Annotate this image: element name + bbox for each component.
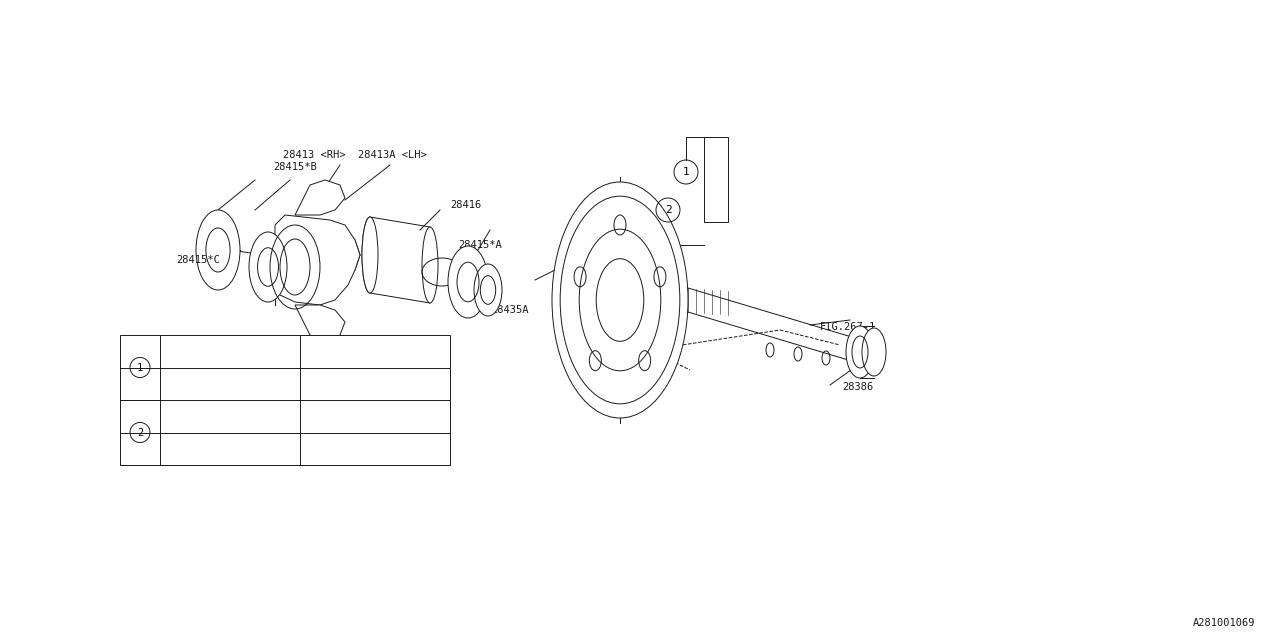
Text: <FOR ABS>: <FOR ABS> <box>305 444 361 454</box>
Text: 28415*A: 28415*A <box>458 240 502 250</box>
Text: 28416: 28416 <box>451 200 481 210</box>
Ellipse shape <box>589 259 636 341</box>
Text: <FOR ABS>: <FOR ABS> <box>305 379 361 388</box>
Ellipse shape <box>362 217 378 293</box>
Bar <box>704 137 728 222</box>
Ellipse shape <box>196 210 241 290</box>
Ellipse shape <box>474 264 502 316</box>
Ellipse shape <box>250 232 287 302</box>
Bar <box>120 335 451 465</box>
Text: 1: 1 <box>137 362 143 372</box>
Polygon shape <box>265 215 360 305</box>
Text: 28413 <RH>  28413A <LH>: 28413 <RH> 28413A <LH> <box>283 150 426 160</box>
Text: FIG.267-1: FIG.267-1 <box>820 322 877 332</box>
Text: <EXC.ABS>: <EXC.ABS> <box>305 412 361 421</box>
Polygon shape <box>294 180 346 215</box>
Ellipse shape <box>422 227 438 303</box>
Text: 28415*B: 28415*B <box>273 162 317 172</box>
Ellipse shape <box>846 326 874 378</box>
Text: 2: 2 <box>137 428 143 438</box>
Ellipse shape <box>448 246 488 318</box>
Text: FIG.267-1: FIG.267-1 <box>165 444 221 454</box>
Ellipse shape <box>552 182 689 418</box>
Text: 28415*C: 28415*C <box>177 255 220 265</box>
Text: 28435A: 28435A <box>492 305 529 315</box>
Polygon shape <box>294 305 346 340</box>
Ellipse shape <box>861 328 886 376</box>
Text: <EXC.ABS>: <EXC.ABS> <box>305 346 361 356</box>
Text: 2: 2 <box>664 205 672 215</box>
Text: 28365: 28365 <box>165 412 196 421</box>
Text: 28386: 28386 <box>842 382 874 392</box>
Text: FIG.267-1: FIG.267-1 <box>165 379 221 388</box>
Text: 28462: 28462 <box>165 346 196 356</box>
Text: 1: 1 <box>682 167 690 177</box>
Text: A281001069: A281001069 <box>1193 618 1254 628</box>
Text: FIG.267-1: FIG.267-1 <box>612 378 668 388</box>
